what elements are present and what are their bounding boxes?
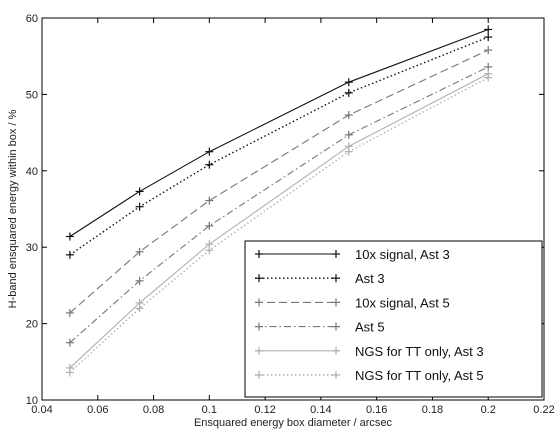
x-tick-label: 0.12 <box>254 404 275 416</box>
legend-label: NGS for TT only, Ast 3 <box>355 344 484 359</box>
legend-entry: 10x signal, Ast 3 <box>255 247 450 262</box>
legend-label: 10x signal, Ast 3 <box>355 247 450 262</box>
legend-label: NGS for TT only, Ast 5 <box>355 368 484 383</box>
legend-box <box>244 240 543 398</box>
x-tick-label: 0.06 <box>87 404 108 416</box>
x-tick-label: 0.08 <box>143 404 164 416</box>
legend-entry: NGS for TT only, Ast 5 <box>255 368 484 383</box>
series-line <box>69 66 489 344</box>
x-tick-label: 0.04 <box>31 404 52 416</box>
series-line <box>69 36 489 256</box>
legend: 10x signal, Ast 3 Ast 3 10x signal, Ast 5 A… <box>244 240 543 398</box>
legend-entry: Ast 5 <box>255 320 385 335</box>
axis-ticks: 0.04 0.06 0.08 0.1 0.12 0.14 0.16 0.18 0.2 0.22 10… <box>26 13 555 416</box>
y-tick-label: 10 <box>26 395 38 407</box>
legend-entry: 10x signal, Ast 5 <box>255 295 450 310</box>
series-3 <box>65 46 493 317</box>
series-6 <box>65 73 493 377</box>
x-tick-label: 0.1 <box>202 404 217 416</box>
x-axis-label: Ensquared energy box diameter / arcsec <box>194 417 393 429</box>
x-tick-label: 0.18 <box>422 404 443 416</box>
x-tick-label: 0.22 <box>533 404 554 416</box>
series-1 <box>65 25 493 241</box>
series-4 <box>65 62 493 347</box>
y-tick-label: 20 <box>26 319 38 331</box>
legend-entry: NGS for TT only, Ast 3 <box>255 344 484 359</box>
y-tick-label: 60 <box>26 13 38 25</box>
series-layer <box>65 25 493 377</box>
legend-label: Ast 5 <box>355 320 385 335</box>
series-2 <box>65 33 493 259</box>
y-axis-label: H-band ensquared energy within box / % <box>7 109 19 308</box>
legend-entry: Ast 3 <box>255 271 385 286</box>
x-tick-label: 0.16 <box>366 404 387 416</box>
legend-label: Ast 3 <box>355 271 385 286</box>
series-line <box>69 49 489 314</box>
y-tick-label: 30 <box>26 242 38 254</box>
y-tick-label: 50 <box>26 89 38 101</box>
x-tick-label: 0.2 <box>481 404 496 416</box>
plot-frame <box>41 17 545 401</box>
y-tick-label: 40 <box>26 166 38 178</box>
x-tick-label: 0.14 <box>310 404 331 416</box>
legend-label: 10x signal, Ast 5 <box>355 295 450 310</box>
